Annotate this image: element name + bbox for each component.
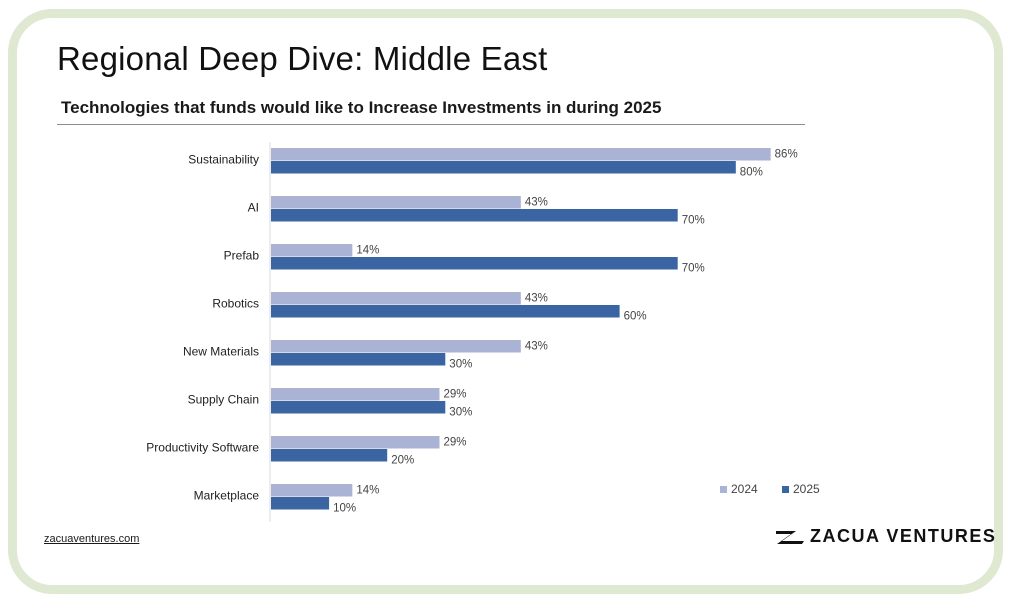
data-label-2025: 20% xyxy=(391,454,414,466)
bar-2025 xyxy=(271,209,678,222)
legend-swatch-2024 xyxy=(720,486,727,493)
legend-label-2025: 2025 xyxy=(793,482,820,496)
category-label: Productivity Software xyxy=(146,441,259,455)
data-label-2025: 30% xyxy=(449,406,472,418)
data-label-2024: 14% xyxy=(356,484,379,496)
data-label-2025: 80% xyxy=(740,166,763,178)
legend-label-2024: 2024 xyxy=(731,482,758,496)
bar-2024 xyxy=(271,340,521,353)
footer-website-link[interactable]: zacuaventures.com xyxy=(44,533,140,545)
data-label-2024: 29% xyxy=(443,388,466,400)
category-label: Supply Chain xyxy=(188,393,259,407)
category-label: New Materials xyxy=(183,345,259,359)
data-label-2024: 43% xyxy=(525,340,548,352)
bar-2025 xyxy=(271,161,736,174)
chart-title: Technologies that funds would like to In… xyxy=(61,98,662,117)
bar-2025 xyxy=(271,257,678,270)
bar-2024 xyxy=(271,244,353,257)
bar-2025 xyxy=(271,305,620,318)
category-label: Prefab xyxy=(224,249,260,263)
data-label-2024: 86% xyxy=(775,148,798,160)
data-label-2025: 30% xyxy=(449,358,472,370)
data-label-2024: 14% xyxy=(356,244,379,256)
bar-2024 xyxy=(271,484,353,497)
bar-2025 xyxy=(271,401,446,414)
data-label-2024: 43% xyxy=(525,292,548,304)
data-label-2025: 70% xyxy=(682,214,705,226)
data-label-2025: 10% xyxy=(333,502,356,514)
zacua-logo-icon xyxy=(776,531,804,544)
brand-logo: ZACUA VENTURES xyxy=(776,525,996,547)
category-label: Marketplace xyxy=(194,489,260,503)
bar-2025 xyxy=(271,353,446,366)
brand-name: ZACUA VENTURES xyxy=(810,525,997,546)
bar-2024 xyxy=(271,436,440,449)
category-label: Robotics xyxy=(212,297,259,311)
data-label-2024: 29% xyxy=(443,436,466,448)
data-label-2025: 60% xyxy=(624,310,647,322)
data-label-2025: 70% xyxy=(682,262,705,274)
title-divider xyxy=(57,124,805,125)
bar-2024 xyxy=(271,292,521,305)
bar-2024 xyxy=(271,388,440,401)
bar-2024 xyxy=(271,148,771,161)
category-label: AI xyxy=(248,201,259,215)
legend-swatch-2025 xyxy=(782,486,789,493)
data-label-2024: 43% xyxy=(525,196,548,208)
category-label: Sustainability xyxy=(188,153,259,167)
bar-2025 xyxy=(271,449,388,462)
bar-2024 xyxy=(271,196,521,209)
bar-2025 xyxy=(271,497,330,510)
page-title: Regional Deep Dive: Middle East xyxy=(57,40,548,77)
